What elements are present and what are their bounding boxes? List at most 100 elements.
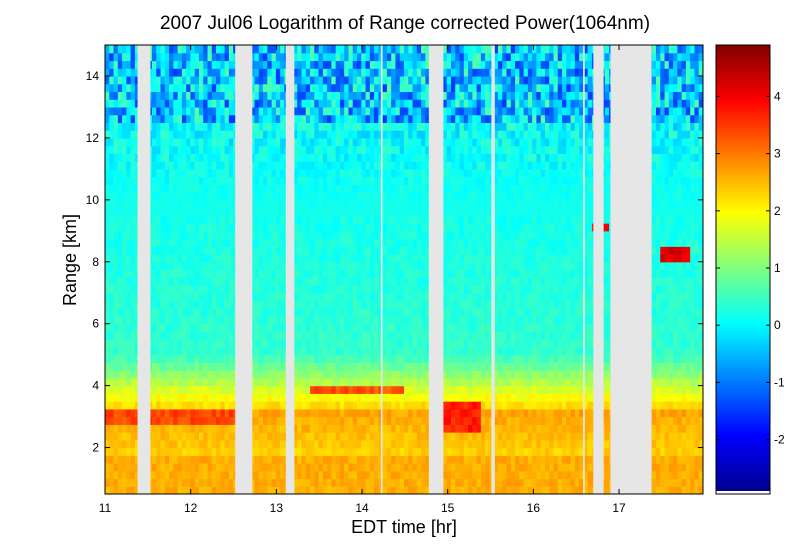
heatmap-cell	[421, 277, 426, 286]
heatmap-cell	[280, 68, 285, 77]
heatmap-cell	[297, 300, 303, 309]
heatmap-cell	[348, 292, 354, 302]
heatmap-cell	[198, 269, 204, 278]
heatmap-cell	[297, 439, 303, 449]
heatmap-cell	[224, 238, 230, 247]
heatmap-cell	[134, 45, 140, 54]
heatmap-cell	[408, 401, 414, 410]
heatmap-cell	[421, 60, 426, 69]
heatmap-cell	[399, 223, 405, 232]
heatmap-cell	[190, 393, 196, 402]
heatmap-cell	[271, 362, 277, 371]
heatmap-cell	[134, 284, 140, 294]
heatmap-cell	[335, 377, 341, 387]
heatmap-cell	[382, 370, 388, 379]
heatmap-cell	[404, 323, 409, 333]
heatmap-cell	[151, 68, 157, 77]
heatmap-cell	[169, 346, 174, 356]
heatmap-cell	[126, 246, 132, 255]
heatmap-cell	[220, 99, 226, 108]
heatmap-cell	[421, 199, 426, 209]
heatmap-cell	[344, 238, 350, 247]
heatmap-cell	[207, 362, 213, 371]
heatmap-cell	[352, 432, 358, 441]
heatmap-cell	[267, 153, 273, 162]
heatmap-cell	[331, 486, 337, 494]
heatmap-cell	[365, 207, 371, 216]
heatmap-cell	[258, 130, 264, 139]
heatmap-cell	[126, 408, 132, 418]
heatmap-cell	[297, 207, 303, 216]
heatmap-cell	[305, 277, 311, 286]
heatmap-cell	[190, 114, 196, 124]
heatmap-cell	[369, 122, 375, 131]
heatmap-cell	[352, 223, 358, 232]
heatmap-cell	[190, 315, 196, 325]
heatmap-cell	[450, 277, 456, 286]
heatmap-cell	[126, 323, 132, 333]
heatmap-cell	[318, 122, 324, 131]
heatmap-cell	[267, 439, 273, 449]
heatmap-cell	[416, 153, 422, 162]
heatmap-cell	[203, 68, 209, 77]
heatmap-cell	[339, 91, 345, 100]
heatmap-cell	[357, 230, 362, 240]
heatmap-cell	[386, 339, 392, 348]
heatmap-cell	[395, 114, 401, 124]
heatmap-cell	[190, 401, 196, 410]
heatmap-cell	[301, 114, 307, 124]
heatmap-cell	[357, 416, 362, 425]
heatmap-cell	[305, 246, 311, 255]
heatmap-cell	[395, 207, 401, 216]
heatmap-cell	[203, 254, 209, 263]
heatmap-cell	[169, 199, 174, 209]
heatmap-cell	[344, 246, 350, 255]
heatmap-cell	[126, 377, 132, 387]
heatmap-cell	[216, 377, 221, 387]
heatmap-cell	[335, 300, 341, 309]
heatmap-cell	[344, 470, 350, 480]
heatmap-cell	[395, 277, 401, 286]
heatmap-cell	[446, 292, 452, 302]
heatmap-cell	[186, 416, 192, 425]
heatmap-cell	[331, 478, 337, 487]
heatmap-cell	[395, 393, 401, 402]
heatmap-cell	[446, 192, 452, 201]
heatmap-cell	[365, 91, 371, 100]
heatmap-cell	[318, 354, 324, 363]
heatmap-cell	[374, 261, 379, 271]
heatmap-cell	[404, 300, 409, 309]
heatmap-cell	[357, 393, 362, 402]
heatmap-cell	[322, 385, 328, 394]
heatmap-cell	[352, 75, 358, 85]
heatmap-cell	[105, 83, 110, 93]
heatmap-cell	[190, 230, 196, 240]
heatmap-cell	[254, 308, 260, 317]
heatmap-cell	[357, 246, 362, 255]
heatmap-cell	[203, 52, 209, 62]
heatmap-cell	[318, 362, 324, 371]
heatmap-cell	[169, 238, 174, 247]
heatmap-cell	[361, 315, 367, 325]
heatmap-cell	[164, 199, 170, 209]
heatmap-cell	[156, 83, 162, 93]
heatmap-cell	[322, 254, 328, 263]
heatmap-cell	[173, 99, 179, 108]
heatmap-cell	[361, 486, 367, 494]
heatmap-cell	[450, 254, 456, 263]
heatmap-cell	[105, 130, 110, 139]
heatmap-cell	[156, 130, 162, 139]
heatmap-cell	[292, 308, 298, 317]
heatmap-cell	[130, 432, 136, 441]
heatmap-cell	[395, 223, 401, 232]
heatmap-cell	[395, 432, 401, 441]
heatmap-cell	[339, 463, 345, 472]
heatmap-cell	[275, 60, 281, 69]
heatmap-cell	[109, 331, 115, 340]
heatmap-cell	[450, 75, 456, 85]
heatmap-cell	[130, 230, 136, 240]
heatmap-cell	[292, 362, 298, 371]
heatmap-cell	[254, 122, 260, 131]
heatmap-cell	[122, 315, 127, 325]
heatmap-cell	[399, 331, 405, 340]
